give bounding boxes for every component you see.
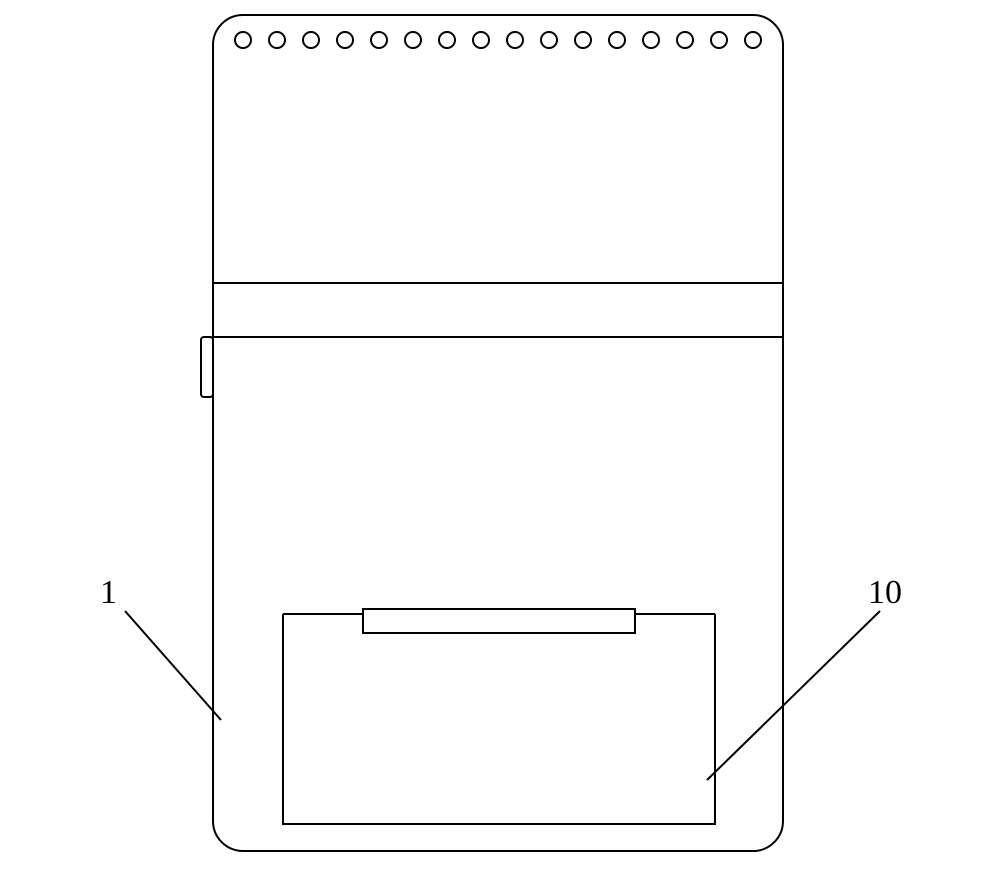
vent-hole (303, 32, 319, 48)
vent-hole (643, 32, 659, 48)
vent-hole (711, 32, 727, 48)
vent-hole (507, 32, 523, 48)
vent-hole (473, 32, 489, 48)
vent-hole (269, 32, 285, 48)
vent-hole (609, 32, 625, 48)
technical-diagram: 1 10 (0, 0, 1000, 890)
vent-hole (235, 32, 251, 48)
vent-hole (337, 32, 353, 48)
side-tab (201, 337, 213, 397)
vent-hole (371, 32, 387, 48)
lower-panel-notch (363, 609, 635, 633)
callout-line (707, 611, 880, 780)
vent-hole (677, 32, 693, 48)
device-body (213, 15, 783, 851)
vent-hole (745, 32, 761, 48)
vent-hole (575, 32, 591, 48)
diagram-svg: 1 10 (0, 0, 1000, 890)
vent-hole (405, 32, 421, 48)
callout-line (125, 611, 221, 720)
vent-hole (541, 32, 557, 48)
lower-panel (283, 614, 715, 824)
callout-label: 10 (868, 574, 902, 611)
callout-label: 1 (100, 574, 117, 611)
vent-hole (439, 32, 455, 48)
